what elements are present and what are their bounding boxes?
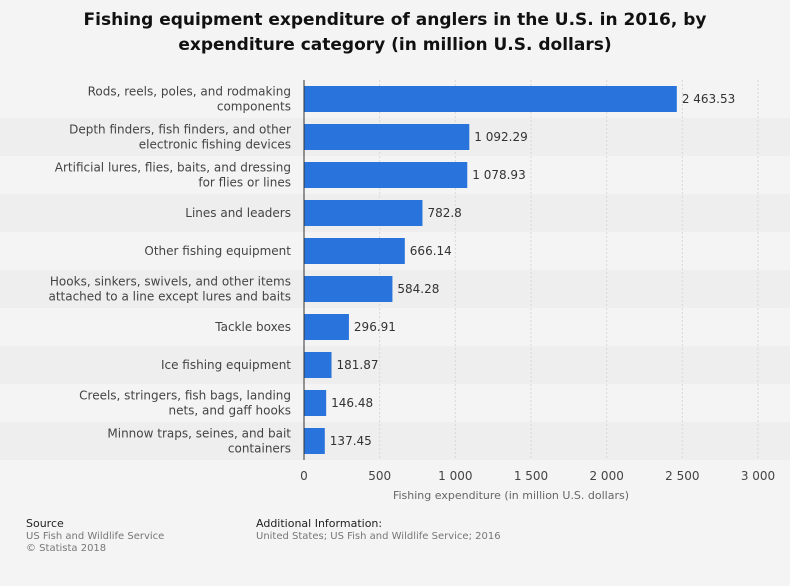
chart-title: Fishing equipment expenditure of anglers…	[0, 8, 790, 58]
bar-value-label: 296.91	[354, 320, 396, 334]
bar	[304, 352, 332, 378]
row-band	[0, 270, 790, 308]
bar	[304, 86, 677, 112]
bar-value-label: 782.8	[427, 206, 461, 220]
row-band	[0, 346, 790, 384]
additional-info-heading: Additional Information:	[256, 517, 383, 530]
x-tick-label: 1 000	[438, 469, 472, 483]
bar-value-label: 584.28	[397, 282, 439, 296]
bar-value-label: 1 092.29	[474, 130, 527, 144]
bar	[304, 238, 405, 264]
category-label: Depth finders, fish finders, and other el…	[69, 123, 291, 152]
additional-info-line-1: United States; US Fish and Wildlife Serv…	[256, 530, 501, 542]
category-label: Lines and leaders	[185, 206, 291, 220]
x-tick-label: 0	[300, 469, 308, 483]
bar	[304, 200, 423, 226]
category-label: Tackle boxes	[214, 320, 291, 334]
x-tick-label: 2 500	[665, 469, 699, 483]
source-heading: Source	[26, 517, 64, 530]
x-axis-title: Fishing expenditure (in million U.S. dol…	[393, 489, 629, 502]
category-label: Artificial lures, flies, baits, and dres…	[55, 161, 291, 190]
chart-title-line-2: expenditure category (in million U.S. do…	[178, 35, 612, 55]
source-block: Source US Fish and Wildlife Service © St…	[26, 517, 165, 556]
x-tick-label: 2 000	[589, 469, 623, 483]
source-line-1: US Fish and Wildlife Service	[26, 530, 165, 542]
category-label: Hooks, sinkers, swivels, and other items…	[48, 275, 291, 304]
bar	[304, 124, 470, 150]
bars	[304, 86, 677, 454]
category-label: Rods, reels, poles, and rodmaking compone…	[88, 85, 291, 114]
bar	[304, 162, 468, 188]
bar	[304, 276, 393, 302]
row-band	[0, 422, 790, 460]
bar-value-label: 1 078.93	[472, 168, 525, 182]
bar	[304, 428, 325, 454]
bar	[304, 390, 327, 416]
additional-info-block: Additional Information: United States; U…	[256, 517, 501, 543]
x-tick-label: 1 500	[514, 469, 548, 483]
bar-value-label: 137.45	[330, 434, 372, 448]
chart-title-line-1: Fishing equipment expenditure of anglers…	[83, 10, 707, 30]
category-label: Creels, stringers, fish bags, landing net…	[79, 389, 291, 418]
bar-value-label: 2 463.53	[682, 92, 735, 106]
category-label: Ice fishing equipment	[161, 358, 291, 372]
bar-value-label: 666.14	[410, 244, 452, 258]
category-label: Other fishing equipment	[144, 244, 291, 258]
labels: 0 500 1 000 1 500 2 000 2 500 3 000 2 463.53 Rod…	[48, 85, 775, 484]
category-label: Minnow traps, seines, and bait containers	[107, 427, 291, 456]
bar-value-label: 181.87	[337, 358, 379, 372]
bar-value-label: 146.48	[331, 396, 373, 410]
x-tick-label: 500	[368, 469, 391, 483]
x-tick-label: 3 000	[741, 469, 775, 483]
source-line-2: © Statista 2018	[26, 543, 107, 554]
bar	[304, 314, 349, 340]
